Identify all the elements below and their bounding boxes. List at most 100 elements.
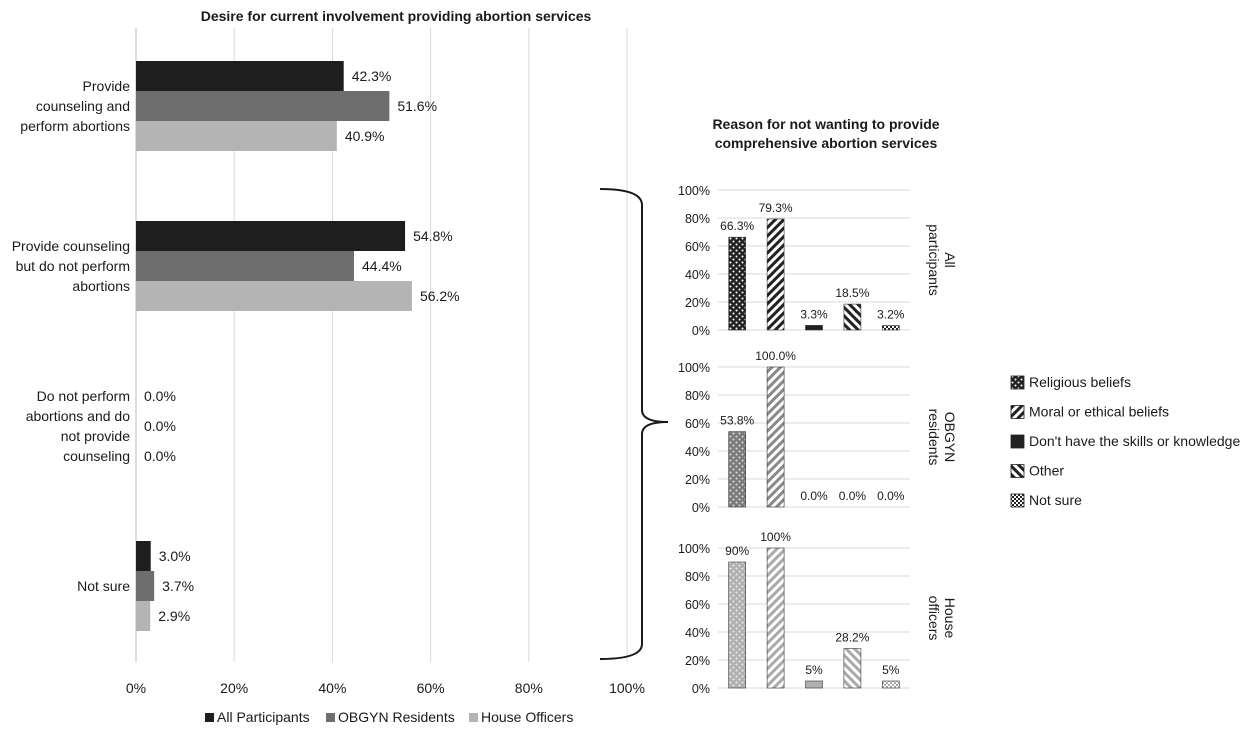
right-panel-chart: Reason for not wanting to provide compreh… [678, 116, 1240, 696]
x-tick-label: 80% [515, 680, 543, 696]
data-label: 3.0% [159, 548, 191, 564]
y-tick-label: 20% [685, 654, 710, 668]
legend-label: Other [1029, 463, 1064, 479]
data-label: 51.6% [397, 98, 437, 114]
bar [136, 61, 344, 91]
legend-label: Not sure [1029, 492, 1082, 508]
y-tick-label: 40% [685, 626, 710, 640]
y-tick-label: 0% [692, 324, 710, 338]
panel-bar [728, 236, 747, 331]
left-chart-title: Desire for current involvement providing… [201, 8, 592, 24]
legend-label: House Officers [481, 709, 573, 725]
y-tick-label: 100% [678, 542, 710, 556]
data-label: 0.0% [877, 489, 905, 503]
y-tick-label: 20% [685, 473, 710, 487]
category-label: Not sure [77, 578, 130, 594]
left-bar-chart: Desire for current involvement providing… [12, 8, 645, 725]
y-tick-label: 40% [685, 445, 710, 459]
data-label: 44.4% [362, 258, 402, 274]
panel-bar [728, 561, 747, 689]
bar [136, 221, 406, 251]
y-tick-label: 0% [692, 682, 710, 696]
right-chart-title: Reason for not wanting to provide compreh… [712, 116, 939, 151]
data-label: 2.9% [158, 608, 190, 624]
bar [136, 541, 151, 571]
legend-swatch [1010, 493, 1025, 508]
data-label: 79.3% [759, 201, 793, 215]
title-line: comprehensive abortion services [715, 135, 938, 151]
x-tick-label: 100% [609, 680, 645, 696]
data-label: 18.5% [835, 286, 869, 300]
y-tick-label: 100% [678, 361, 710, 375]
panel-label: OBGYNresidents [926, 409, 958, 466]
data-label: 3.7% [162, 578, 194, 594]
panel-bar [881, 325, 900, 331]
y-tick-label: 80% [685, 212, 710, 226]
legend-swatch [469, 713, 478, 722]
y-tick-label: 100% [678, 184, 710, 198]
data-label: 66.3% [720, 219, 754, 233]
data-label: 0.0% [839, 489, 867, 503]
x-tick-label: 60% [417, 680, 445, 696]
data-label: 56.2% [420, 288, 460, 304]
data-label: 28.2% [835, 631, 869, 645]
legend-label: Don't have the skills or knowledge [1029, 433, 1240, 449]
y-tick-label: 0% [692, 501, 710, 515]
y-tick-label: 60% [685, 598, 710, 612]
panel-bar [843, 303, 862, 331]
panel-bar [766, 366, 785, 508]
panel-bar [766, 547, 785, 689]
data-label: 3.2% [877, 308, 905, 322]
data-label: 3.3% [800, 307, 828, 321]
panel-bar [881, 680, 900, 689]
data-label: 0.0% [144, 418, 176, 434]
category-label: Do not perform abortions and do not provid… [26, 388, 131, 464]
legend-label: Moral or ethical beliefs [1029, 404, 1169, 420]
bar [136, 91, 390, 121]
legend-label: All Participants [217, 709, 310, 725]
data-label: 0.0% [800, 489, 828, 503]
data-label: 100.0% [755, 349, 796, 363]
panel-label: Allparticipants [926, 224, 958, 296]
bar [136, 121, 337, 151]
data-label: 53.8% [720, 414, 754, 428]
data-label: 0.0% [144, 448, 176, 464]
data-label: 5% [805, 663, 823, 677]
data-label: 5% [882, 663, 900, 677]
y-tick-label: 40% [685, 268, 710, 282]
data-label: 90% [725, 544, 749, 558]
bar [136, 601, 151, 631]
panel-bar [728, 431, 747, 508]
panel-bar [805, 680, 823, 689]
y-tick-label: 80% [685, 389, 710, 403]
legend-swatch [1010, 405, 1025, 419]
legend-swatch [1010, 375, 1025, 390]
bar [136, 571, 155, 601]
panel-label: Houseofficers [926, 596, 958, 641]
category-label: Provide counseling and perform abortions [20, 78, 130, 134]
y-tick-label: 80% [685, 570, 710, 584]
y-tick-label: 20% [685, 296, 710, 310]
bar [136, 281, 412, 311]
legend-swatch [326, 713, 335, 722]
title-line: Reason for not wanting to provide [712, 116, 939, 132]
bar [136, 251, 355, 281]
x-tick-label: 20% [220, 680, 248, 696]
data-label: 40.9% [345, 128, 385, 144]
legend-swatch [1010, 434, 1025, 449]
data-label: 0.0% [144, 388, 176, 404]
data-label: 100% [760, 530, 791, 544]
x-tick-label: 0% [126, 680, 146, 696]
panel-bar [766, 218, 785, 331]
y-tick-label: 60% [685, 417, 710, 431]
category-label: Provide counseling but do not perform abor… [12, 238, 130, 294]
legend-label: Religious beliefs [1029, 374, 1131, 390]
panel-bar [843, 648, 862, 689]
y-tick-label: 60% [685, 240, 710, 254]
data-label: 42.3% [352, 68, 392, 84]
legend-label: OBGYN Residents [338, 709, 455, 725]
panel-bar [805, 325, 823, 331]
data-label: 54.8% [413, 228, 453, 244]
panel-brace [599, 188, 669, 660]
